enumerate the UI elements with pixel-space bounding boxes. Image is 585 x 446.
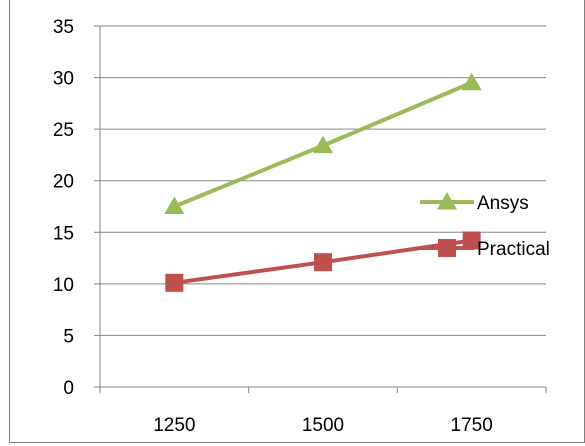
x-tick-label: 1500	[302, 415, 344, 436]
y-tick-label: 10	[53, 275, 74, 296]
x-tick-label: 1750	[451, 415, 493, 436]
y-tick-label: 0	[63, 378, 74, 399]
data-point-practical	[462, 231, 481, 250]
legend-marker-ansys	[437, 192, 457, 210]
y-tick-label: 30	[53, 69, 74, 90]
data-point-practical	[165, 273, 184, 292]
legend-label-practical: Practical	[477, 239, 550, 260]
data-point-ansys	[313, 135, 333, 154]
legend-label-ansys: Ansys	[477, 193, 529, 214]
axes: 0 5 10 15 20 25 30 35 1250 1500 1750	[53, 17, 547, 436]
data-point-ansys	[164, 196, 185, 214]
y-tick-label: 35	[53, 17, 74, 38]
y-tick-label: 15	[53, 223, 74, 244]
data-point-practical	[314, 253, 332, 272]
series	[164, 72, 482, 292]
y-tick-label: 25	[53, 120, 74, 141]
chart-frame	[9, 0, 585, 443]
legend-marker-practical	[438, 239, 456, 257]
data-point-ansys	[461, 72, 482, 91]
legend: Ansys Practical	[420, 192, 550, 260]
y-tick-label: 20	[53, 172, 74, 193]
x-tick-label: 1250	[153, 415, 195, 436]
y-tick-label: 5	[63, 326, 74, 347]
